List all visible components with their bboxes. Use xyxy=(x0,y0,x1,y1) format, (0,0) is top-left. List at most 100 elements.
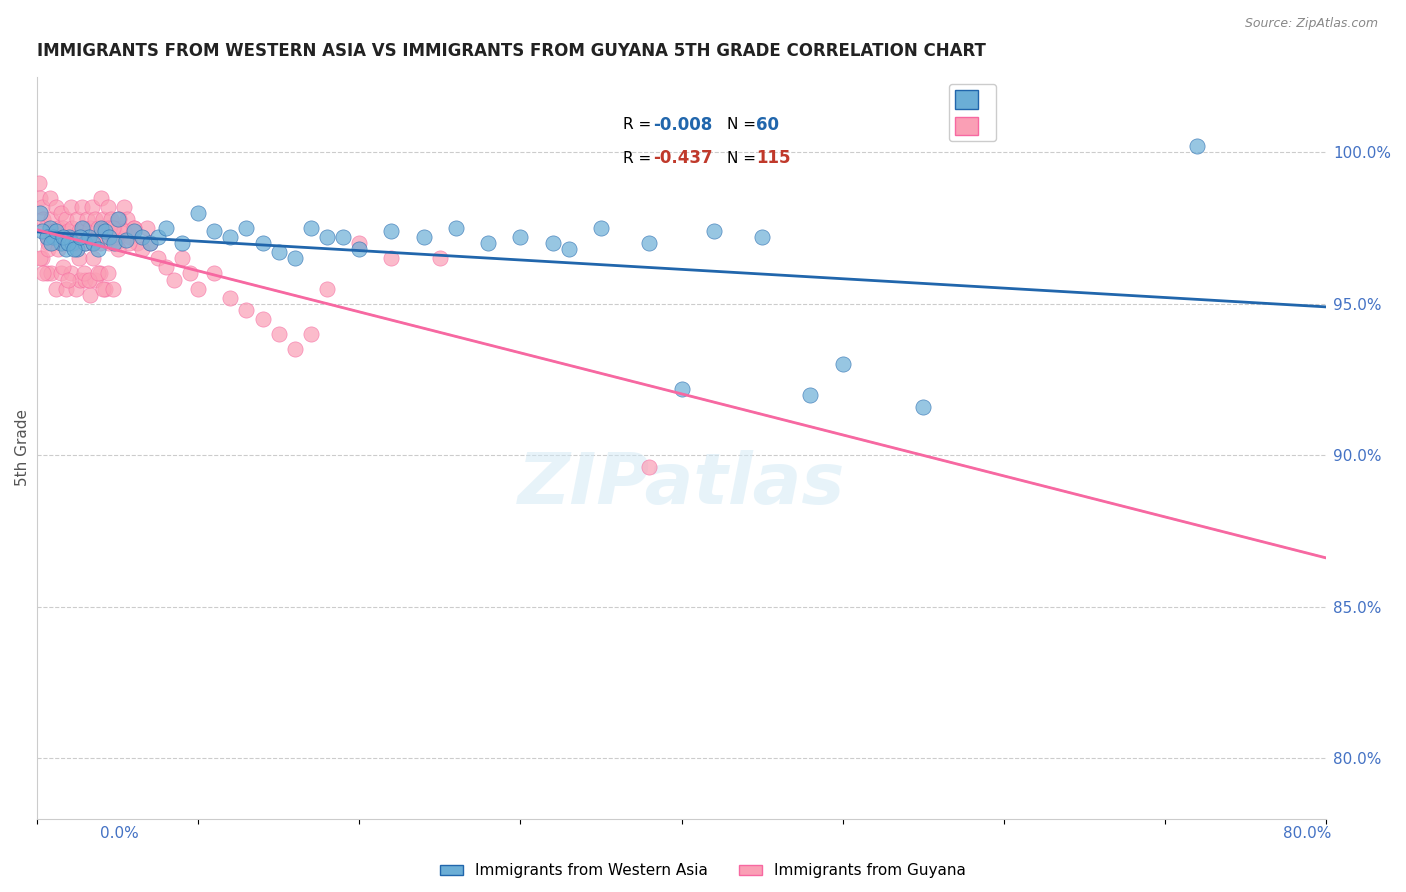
Text: 0.0%: 0.0% xyxy=(100,827,139,841)
Point xyxy=(27,176,49,190)
Point xyxy=(98,230,121,244)
Point xyxy=(799,387,821,401)
Point xyxy=(82,236,104,251)
Point xyxy=(60,221,83,235)
Point xyxy=(53,230,76,244)
Point xyxy=(49,206,72,220)
Point xyxy=(55,282,77,296)
Text: N =: N = xyxy=(727,151,761,166)
Text: IMMIGRANTS FROM WESTERN ASIA VS IMMIGRANTS FROM GUYANA 5TH GRADE CORRELATION CHA: IMMIGRANTS FROM WESTERN ASIA VS IMMIGRAN… xyxy=(37,42,986,60)
Point xyxy=(41,211,63,226)
Point xyxy=(122,221,145,235)
Text: Source: ZipAtlas.com: Source: ZipAtlas.com xyxy=(1244,17,1378,29)
Point xyxy=(77,272,100,286)
Text: 60: 60 xyxy=(756,116,779,134)
Point xyxy=(429,252,451,266)
Point xyxy=(316,230,339,244)
Point xyxy=(84,272,107,286)
Point xyxy=(93,224,115,238)
Point xyxy=(103,221,125,235)
Point xyxy=(316,282,339,296)
Point xyxy=(69,272,91,286)
Point xyxy=(912,400,935,414)
Point xyxy=(1185,139,1208,153)
Point xyxy=(90,221,112,235)
Point xyxy=(79,221,101,235)
Point xyxy=(557,242,579,256)
Point xyxy=(179,267,201,281)
Point xyxy=(38,191,60,205)
Point xyxy=(107,242,129,256)
Point xyxy=(73,221,96,235)
Point xyxy=(187,282,209,296)
Point xyxy=(380,224,402,238)
Point xyxy=(380,252,402,266)
Point xyxy=(155,260,177,275)
Point xyxy=(32,267,55,281)
Point xyxy=(73,267,96,281)
Point xyxy=(67,252,90,266)
Point xyxy=(60,236,83,251)
Point xyxy=(96,221,118,235)
Point xyxy=(751,230,773,244)
Text: N =: N = xyxy=(727,118,761,132)
Point xyxy=(31,252,53,266)
Point xyxy=(122,224,145,238)
Point xyxy=(412,230,434,244)
Point xyxy=(187,206,209,220)
Point xyxy=(30,191,52,205)
Point xyxy=(38,221,60,235)
Point xyxy=(112,200,135,214)
Point xyxy=(93,230,115,244)
Point xyxy=(509,230,531,244)
Point xyxy=(703,224,725,238)
Point xyxy=(56,272,79,286)
Point xyxy=(45,224,67,238)
Point xyxy=(55,242,77,256)
Point xyxy=(671,382,693,396)
Point xyxy=(347,236,370,251)
Point xyxy=(63,230,86,244)
Text: 115: 115 xyxy=(756,149,790,167)
Point xyxy=(46,242,69,256)
Point xyxy=(332,230,354,244)
Point xyxy=(284,342,307,356)
Point xyxy=(252,311,274,326)
Point xyxy=(35,230,58,244)
Point xyxy=(30,206,52,220)
Point xyxy=(45,200,67,214)
Point xyxy=(131,242,153,256)
Point xyxy=(56,236,79,251)
Point xyxy=(93,282,115,296)
Point xyxy=(110,221,132,235)
Point xyxy=(107,230,129,244)
Point xyxy=(89,267,111,281)
Point xyxy=(831,357,853,371)
Point xyxy=(44,230,66,244)
Point xyxy=(76,211,98,226)
Point xyxy=(139,236,162,251)
Point xyxy=(86,230,108,244)
Point xyxy=(98,236,121,251)
Point xyxy=(70,221,93,235)
Point xyxy=(37,236,59,251)
Point xyxy=(66,242,89,256)
Point xyxy=(49,236,72,251)
Point xyxy=(112,224,135,238)
Point xyxy=(75,236,97,251)
Point xyxy=(146,252,169,266)
Point xyxy=(58,230,80,244)
Point xyxy=(52,230,75,244)
Point xyxy=(45,282,67,296)
Point xyxy=(101,282,124,296)
Point xyxy=(139,236,162,251)
Point xyxy=(49,267,72,281)
Point xyxy=(638,236,661,251)
Point xyxy=(267,245,290,260)
Point xyxy=(82,236,104,251)
Point xyxy=(65,236,87,251)
Point xyxy=(66,211,89,226)
Point xyxy=(79,287,101,301)
Point xyxy=(63,242,86,256)
Point xyxy=(56,224,79,238)
